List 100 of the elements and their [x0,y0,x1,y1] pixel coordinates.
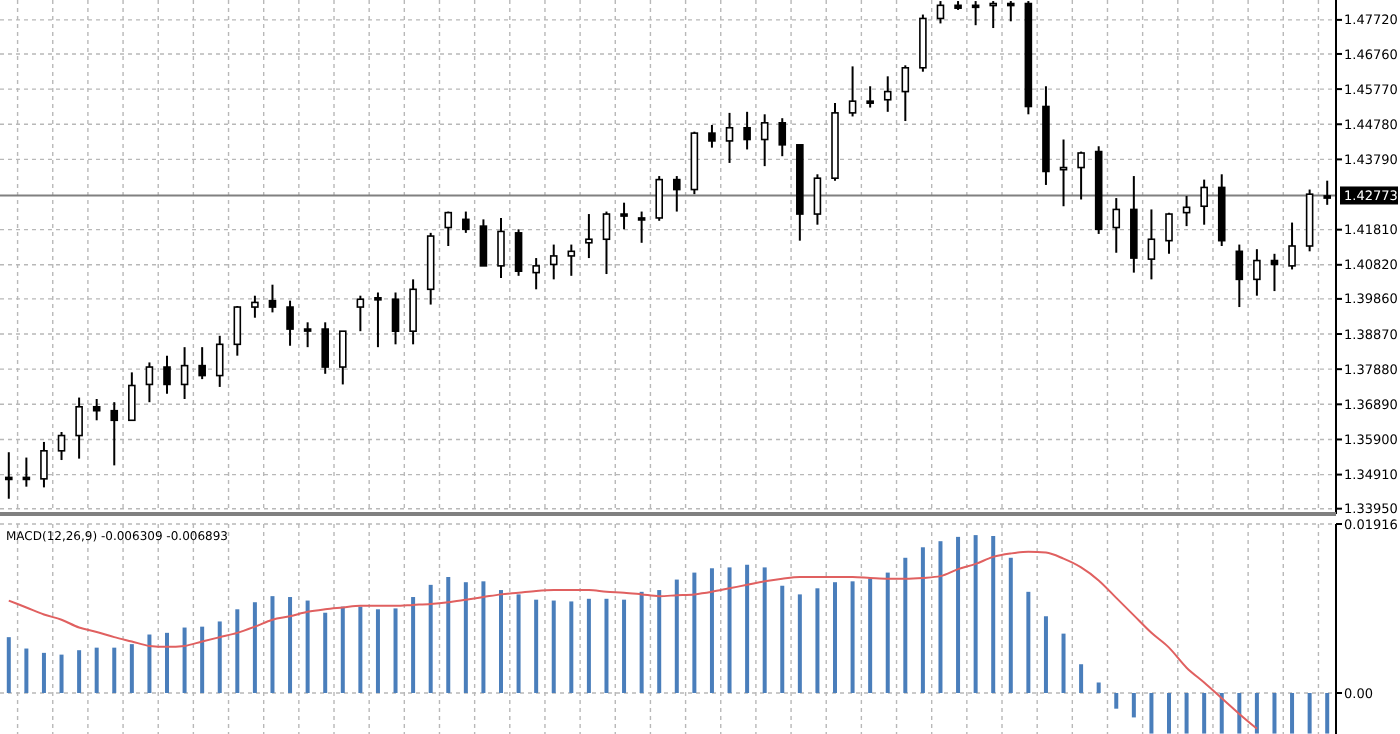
candlestick [585,213,593,260]
bar [288,597,293,693]
candlestick [409,278,417,346]
candlestick [637,210,646,244]
bar [833,582,837,693]
bar [639,591,644,693]
bar [622,599,627,693]
candlestick [708,123,716,149]
candlestick [479,218,488,267]
bar [569,601,574,693]
bar [938,541,943,693]
candlestick [128,371,136,422]
candlestick [40,440,48,489]
candlestick [655,175,664,222]
bar [1290,692,1295,734]
bar [745,564,750,693]
bar [727,567,732,693]
candlestick [1288,221,1296,271]
bar [446,577,451,693]
candlestick [444,210,453,247]
bar [762,567,767,693]
bar [182,627,187,693]
bar [428,584,433,693]
candlestick [391,291,400,346]
candlestick [1077,150,1085,201]
bar [59,654,64,693]
bar [129,644,134,693]
candlestick [567,243,576,277]
bar [77,650,82,693]
bar [1061,633,1066,693]
bar [481,581,486,693]
candlestick [110,401,119,467]
bar [200,626,205,693]
candlestick [883,75,892,113]
candlestick [497,216,505,279]
bar [323,612,328,693]
candlestick [286,299,294,347]
candlestick [778,117,787,158]
bar [1131,692,1136,718]
bar [903,557,908,693]
bar [1237,692,1242,734]
bar [586,598,591,693]
bar [1219,692,1224,734]
candlestick [620,201,628,231]
bar [973,535,978,693]
bar [551,600,556,693]
bar [147,634,152,693]
candlestick [1235,243,1244,309]
candlestick [303,321,312,349]
bar [956,536,961,693]
candlestick [338,330,347,386]
bar [780,585,785,693]
candlestick [251,294,259,319]
bar [991,535,996,693]
bar [1167,692,1171,734]
bar [252,602,257,693]
candlestick [75,396,83,460]
bar [692,572,697,693]
candlestick [145,361,154,404]
bar [850,581,855,693]
bar [112,647,117,693]
bar [657,590,662,693]
candlestick [1006,0,1015,23]
candlestick [215,334,224,388]
bar [411,597,416,693]
candlestick [1253,248,1261,297]
candlestick [198,346,206,381]
bar [534,599,539,693]
candlestick [848,65,857,118]
bar [235,609,240,693]
bar [1043,616,1048,693]
bar [270,596,275,693]
bar [674,579,679,693]
bar [1325,692,1330,734]
candlestick [532,257,540,291]
bar [815,588,820,693]
bar [217,621,222,693]
candlestick [549,243,558,281]
bar [375,609,380,693]
bar [1202,692,1207,734]
bar [24,648,29,693]
bar [358,606,363,693]
candlestick [602,210,611,276]
bar [604,598,609,693]
bar [165,632,169,693]
bar [1008,557,1013,693]
candlestick [514,228,523,277]
candlestick [901,64,910,123]
bar [305,600,310,693]
bar [463,582,468,693]
candlestick [1323,179,1332,206]
candlestick [321,321,330,375]
candlestick [1165,211,1173,255]
candlestick [356,294,365,333]
bar [1149,692,1154,734]
candlestick [163,354,171,395]
candlestick [462,210,470,234]
bar [41,652,46,693]
candlestick [725,111,734,164]
bar [1079,664,1084,693]
